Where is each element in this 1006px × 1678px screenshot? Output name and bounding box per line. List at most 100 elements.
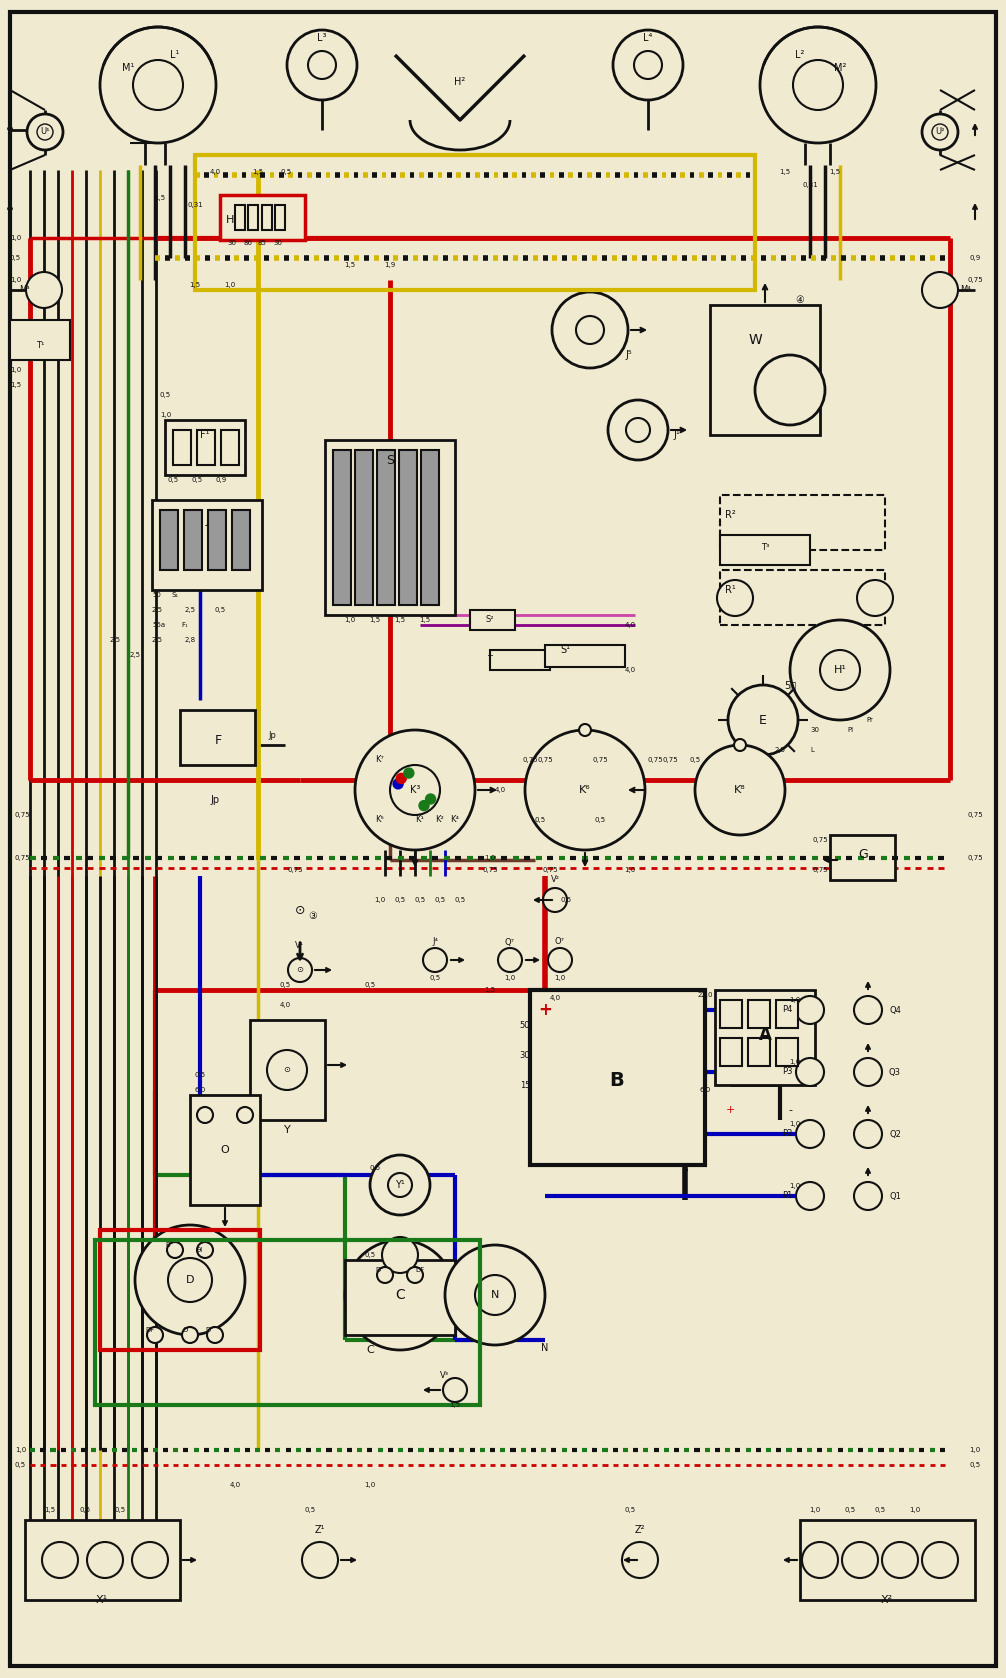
Text: E: E xyxy=(760,713,767,727)
Text: 1,0: 1,0 xyxy=(810,1507,821,1514)
Text: 0,5: 0,5 xyxy=(455,898,466,903)
Text: 0,5: 0,5 xyxy=(280,982,291,988)
Text: T: T xyxy=(488,656,493,664)
Text: 30: 30 xyxy=(810,727,819,733)
Text: 0,75: 0,75 xyxy=(967,277,983,284)
Text: S¹: S¹ xyxy=(560,644,570,654)
Circle shape xyxy=(796,1119,824,1148)
Text: DF: DF xyxy=(415,1267,425,1274)
Text: Z²: Z² xyxy=(635,1525,645,1535)
Text: 22,0: 22,0 xyxy=(697,992,712,998)
Circle shape xyxy=(390,765,440,816)
Text: K²: K² xyxy=(436,816,445,824)
Text: 4,0: 4,0 xyxy=(494,787,506,794)
Text: 1,0: 1,0 xyxy=(625,868,636,873)
Circle shape xyxy=(796,1059,824,1086)
Circle shape xyxy=(147,1327,163,1342)
Text: Q4: Q4 xyxy=(889,1005,901,1015)
Text: P4: P4 xyxy=(783,1005,793,1015)
Circle shape xyxy=(426,794,436,804)
Text: 1,5: 1,5 xyxy=(189,282,200,289)
Text: 0,5: 0,5 xyxy=(10,255,21,262)
Text: 0,75: 0,75 xyxy=(542,868,557,873)
Bar xyxy=(345,1260,455,1336)
Text: 2,5: 2,5 xyxy=(152,607,163,612)
Text: B⁺: B⁺ xyxy=(166,1242,174,1248)
Bar xyxy=(720,1039,742,1066)
Text: 2,5: 2,5 xyxy=(130,653,141,658)
Text: 0,5: 0,5 xyxy=(534,817,545,822)
Text: 0,75: 0,75 xyxy=(967,812,983,817)
Text: D: D xyxy=(186,1275,194,1285)
Text: 0,75: 0,75 xyxy=(662,757,678,763)
Circle shape xyxy=(923,272,958,309)
Circle shape xyxy=(857,581,893,616)
Text: H²: H² xyxy=(455,77,466,87)
Circle shape xyxy=(854,1119,882,1148)
Text: 0,75: 0,75 xyxy=(287,868,303,873)
Bar xyxy=(152,500,262,591)
Bar xyxy=(25,1520,180,1601)
Text: 30: 30 xyxy=(227,240,236,247)
Bar xyxy=(720,495,885,550)
Text: -: - xyxy=(788,1106,792,1114)
Text: T¹: T¹ xyxy=(36,341,44,349)
Circle shape xyxy=(87,1542,123,1577)
Circle shape xyxy=(403,769,413,779)
Text: 0,5: 0,5 xyxy=(625,1507,636,1514)
Bar xyxy=(275,205,285,230)
Text: 0,5: 0,5 xyxy=(364,982,375,988)
Circle shape xyxy=(695,745,785,836)
Text: 1,0: 1,0 xyxy=(554,975,565,982)
Text: S₁: S₁ xyxy=(171,592,178,597)
Text: V¹: V¹ xyxy=(296,940,305,950)
Text: 0,75: 0,75 xyxy=(15,812,30,817)
Text: 0,5: 0,5 xyxy=(430,975,441,982)
Text: 0,9: 0,9 xyxy=(970,255,981,262)
Text: Y¹: Y¹ xyxy=(395,1180,404,1190)
Text: R¹: R¹ xyxy=(724,586,735,596)
Text: 0,5: 0,5 xyxy=(560,898,571,903)
Bar xyxy=(720,571,885,624)
Text: M⁴: M⁴ xyxy=(960,285,971,295)
Bar xyxy=(160,510,178,571)
Text: K⁵: K⁵ xyxy=(375,816,384,824)
Text: P3: P3 xyxy=(783,1067,793,1077)
Text: 0,5: 0,5 xyxy=(689,757,700,763)
Text: 1,5: 1,5 xyxy=(10,383,21,388)
Text: ⊙: ⊙ xyxy=(295,903,305,916)
Text: J: J xyxy=(205,513,209,527)
Text: 6,0: 6,0 xyxy=(194,1087,205,1092)
Text: 86: 86 xyxy=(243,240,253,247)
Text: 0,75: 0,75 xyxy=(812,868,828,873)
Circle shape xyxy=(754,356,825,425)
Text: 2,5: 2,5 xyxy=(184,607,195,612)
Text: 0,5: 0,5 xyxy=(160,393,171,398)
Bar xyxy=(776,1000,798,1029)
Text: 0,31: 0,31 xyxy=(802,181,818,188)
Bar xyxy=(180,710,255,765)
Bar xyxy=(355,450,373,606)
Circle shape xyxy=(717,581,753,616)
Text: C: C xyxy=(395,1289,404,1302)
Text: 4,0: 4,0 xyxy=(549,995,560,1002)
Text: U¹: U¹ xyxy=(40,128,49,136)
Text: ⊙: ⊙ xyxy=(284,1066,291,1074)
Text: 2,5: 2,5 xyxy=(110,638,121,643)
Text: 0,75: 0,75 xyxy=(15,856,30,861)
Circle shape xyxy=(728,685,798,755)
Text: K⁷: K⁷ xyxy=(375,755,384,765)
Text: 4,0: 4,0 xyxy=(625,623,636,628)
Circle shape xyxy=(854,997,882,1024)
Bar xyxy=(235,205,245,230)
Text: L²: L² xyxy=(796,50,805,60)
Circle shape xyxy=(370,1154,430,1215)
Text: 0,5: 0,5 xyxy=(970,1462,981,1468)
Text: ④: ④ xyxy=(796,295,805,305)
Text: 0,75: 0,75 xyxy=(647,757,663,763)
Bar xyxy=(776,1039,798,1066)
Text: P1: P1 xyxy=(783,1191,793,1200)
Text: 4,0: 4,0 xyxy=(280,1002,291,1008)
Text: 0,5: 0,5 xyxy=(194,1072,205,1077)
Circle shape xyxy=(132,1542,168,1577)
